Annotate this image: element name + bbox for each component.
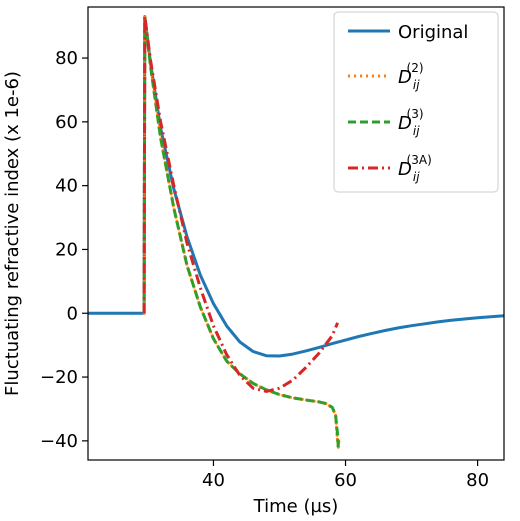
- x-axis-ticks: 40 60 80: [202, 460, 489, 491]
- legend-label-1: Dij(2): [398, 61, 424, 92]
- series-layer: [88, 15, 504, 449]
- legend-box: [333, 11, 499, 193]
- y-tick-label: 40: [55, 176, 78, 197]
- y-axis-ticks: −40 −20 0 20 40 60 80: [40, 48, 88, 452]
- y-tick-label: −40: [40, 431, 78, 452]
- y-tick-label: 60: [55, 112, 78, 133]
- x-tick-label: 60: [334, 470, 357, 491]
- x-tick-label: 40: [202, 470, 225, 491]
- y-tick-label: 0: [67, 303, 78, 324]
- series-line-1: [142, 15, 341, 449]
- legend-label-2: Dij(3): [398, 107, 424, 138]
- y-tick-label: −20: [40, 367, 78, 388]
- x-tick-label: 80: [466, 470, 489, 491]
- legend: Original Dij(2) Dij(3) Dij(3A): [333, 11, 499, 193]
- y-tick-label: 80: [55, 48, 78, 69]
- legend-label-0: Original: [398, 22, 468, 43]
- legend-label-3: Dij(3A): [398, 153, 432, 184]
- x-axis-label: Time (µs): [253, 496, 339, 517]
- plot-frame: [87, 6, 505, 461]
- series-line-2: [142, 15, 340, 448]
- y-axis-label: Fluctuating refractive index (x 1e-6): [2, 71, 23, 396]
- y-tick-label: 20: [55, 239, 78, 260]
- plot-area: [87, 6, 505, 461]
